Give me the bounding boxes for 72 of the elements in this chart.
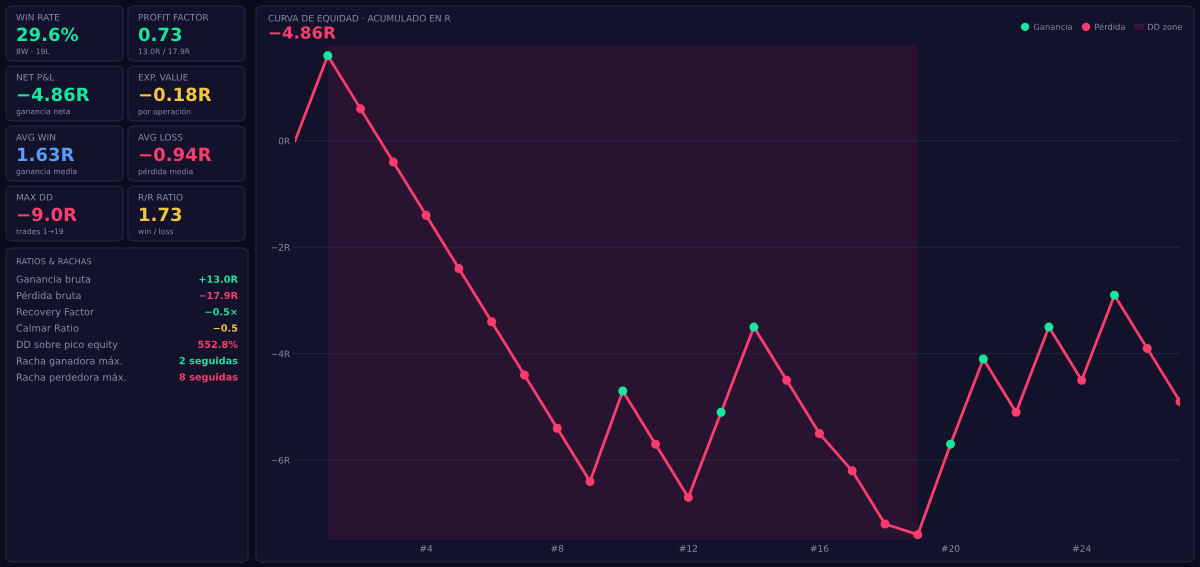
point — [552, 423, 562, 433]
text: −0.5 — [213, 324, 238, 332]
x-tick-label: #20 — [941, 545, 960, 552]
text: +13.0R — [199, 275, 238, 283]
point — [651, 439, 661, 449]
category-label: AVG LOSS — [138, 133, 183, 141]
x-tick-label: #16 — [810, 545, 829, 552]
point — [847, 466, 857, 476]
text: 1.63R — [18, 147, 75, 162]
text: 552.8% — [198, 340, 238, 349]
point — [1142, 343, 1152, 353]
category-label: Recovery Factor — [16, 308, 94, 318]
category-label: DD sobre pico equity — [16, 340, 118, 350]
point — [585, 476, 595, 486]
text: 1.73 — [140, 207, 182, 222]
text: 29.6% — [17, 27, 79, 42]
point — [421, 210, 431, 220]
text: RATIOS & RACHAS — [16, 258, 92, 265]
y-tick-label: −6R — [271, 456, 290, 464]
y-tick-label: 0R — [278, 137, 290, 145]
category-label: Ganancia bruta — [16, 275, 91, 283]
point — [356, 104, 366, 114]
point — [388, 157, 398, 167]
point — [978, 354, 988, 364]
category-label: Racha perdedora máx. — [16, 372, 126, 383]
category-label: MAX DD — [16, 193, 53, 201]
x-tick-label: #8 — [551, 545, 564, 552]
legend-label: Ganancia — [1033, 23, 1072, 30]
point — [913, 530, 923, 540]
point — [618, 386, 628, 396]
text: −4.86R — [17, 87, 90, 102]
category-label: AVG WIN — [16, 133, 56, 141]
text: 0.73 — [138, 27, 182, 42]
point — [519, 370, 529, 380]
text: 2 seguidas — [179, 356, 238, 367]
category-label: EXP. VALUE — [138, 73, 188, 81]
chart-subtitle: −4.86R — [269, 26, 336, 39]
x-tick-label: #24 — [1072, 545, 1091, 552]
y-tick-label: −2R — [271, 243, 290, 251]
category-label: NET P&L — [16, 73, 55, 81]
point — [683, 492, 693, 502]
point — [946, 439, 956, 449]
x-tick-label: #4 — [420, 545, 433, 552]
point — [749, 322, 759, 332]
text: −0.94R — [139, 147, 212, 162]
point — [1044, 322, 1054, 332]
point — [1011, 407, 1021, 417]
category-label: Pérdida bruta — [16, 291, 81, 300]
text: −17.9R — [199, 291, 238, 300]
point — [880, 519, 890, 529]
chart-title: CURVA DE EQUIDAD · ACUMULADO EN R — [268, 14, 451, 23]
point — [323, 51, 333, 61]
point — [487, 317, 497, 327]
category-label: WIN RATE — [16, 13, 60, 21]
point — [716, 407, 726, 417]
point — [454, 264, 464, 274]
category-label: R/R RATIO — [138, 193, 183, 202]
category-label: Racha ganadora máx. — [16, 356, 122, 367]
point — [1077, 375, 1087, 385]
text: −0.5× — [205, 308, 237, 316]
point — [814, 429, 824, 439]
legend-label: DD zone — [1147, 23, 1183, 30]
legend-label: Pérdida — [1095, 23, 1125, 30]
text: −9.0R — [17, 207, 77, 222]
category-label: Calmar Ratio — [16, 324, 79, 332]
point — [1109, 290, 1119, 300]
y-tick-label: −4R — [271, 350, 290, 358]
text: −0.18R — [139, 87, 212, 102]
text: 8 seguidas — [179, 373, 238, 383]
x-tick-label: #12 — [679, 545, 697, 552]
category-label: PROFIT FACTOR — [138, 13, 209, 21]
point — [782, 375, 792, 385]
